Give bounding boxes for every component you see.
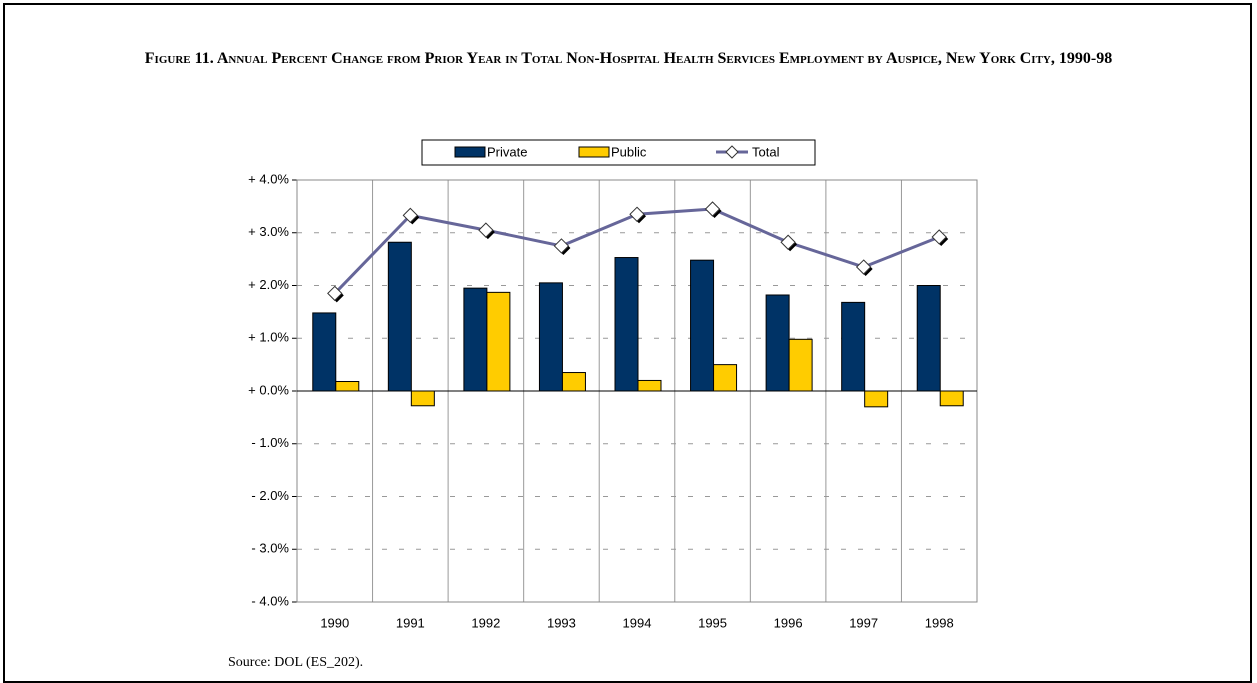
legend-marker: [725, 145, 739, 159]
legend-box: [421, 139, 816, 166]
legend-swatch: [578, 146, 610, 158]
bar: [312, 312, 337, 392]
y-tick-label: + 2.0%: [248, 277, 289, 292]
bar: [410, 390, 435, 407]
bar: [765, 294, 790, 392]
bar: [788, 338, 813, 392]
bar: [939, 390, 964, 407]
marker: [402, 207, 419, 224]
bar: [690, 259, 715, 392]
marker: [780, 234, 796, 250]
marker: [855, 259, 872, 275]
x-tick-label: 1996: [774, 615, 803, 630]
y-tick-label: + 1.0%: [248, 330, 289, 345]
y-tick-label: - 4.0%: [251, 593, 289, 608]
bar: [538, 282, 563, 392]
marker: [553, 238, 570, 254]
x-tick-label: 1997: [849, 615, 878, 630]
legend-label: Private: [487, 144, 527, 159]
bar: [916, 285, 941, 392]
bar: [841, 301, 866, 392]
y-tick-label: - 3.0%: [251, 541, 289, 556]
source-note: Source: DOL (ES_202).: [228, 655, 364, 670]
marker: [629, 206, 645, 222]
y-tick-label: - 1.0%: [251, 435, 289, 450]
bar: [486, 291, 511, 392]
bar: [387, 241, 412, 392]
marker: [327, 285, 343, 302]
bar: [637, 379, 662, 392]
legend-label: Total: [752, 144, 780, 159]
bar: [561, 372, 586, 392]
x-tick-label: 1995: [698, 615, 727, 630]
y-tick-label: + 0.0%: [248, 382, 289, 397]
bar: [463, 287, 488, 392]
legend-label: Public: [611, 144, 647, 159]
bar: [335, 381, 360, 392]
y-tick-label: + 4.0%: [248, 171, 289, 186]
x-tick-label: 1998: [925, 615, 954, 630]
marker: [704, 201, 721, 217]
marker: [931, 229, 947, 245]
chart-title: Figure 11. Annual Percent Change from Pr…: [144, 50, 1113, 67]
marker: [478, 222, 494, 238]
x-tick-label: 1993: [547, 615, 576, 630]
x-tick-label: 1994: [623, 615, 652, 630]
y-tick-label: - 2.0%: [251, 488, 289, 503]
y-tick-label: + 3.0%: [248, 224, 289, 239]
bar: [614, 257, 639, 392]
x-tick-label: 1991: [396, 615, 425, 630]
x-tick-label: 1992: [471, 615, 500, 630]
legend-swatch: [454, 146, 486, 158]
bar: [864, 390, 889, 408]
bar: [713, 364, 738, 392]
x-tick-label: 1990: [320, 615, 349, 630]
